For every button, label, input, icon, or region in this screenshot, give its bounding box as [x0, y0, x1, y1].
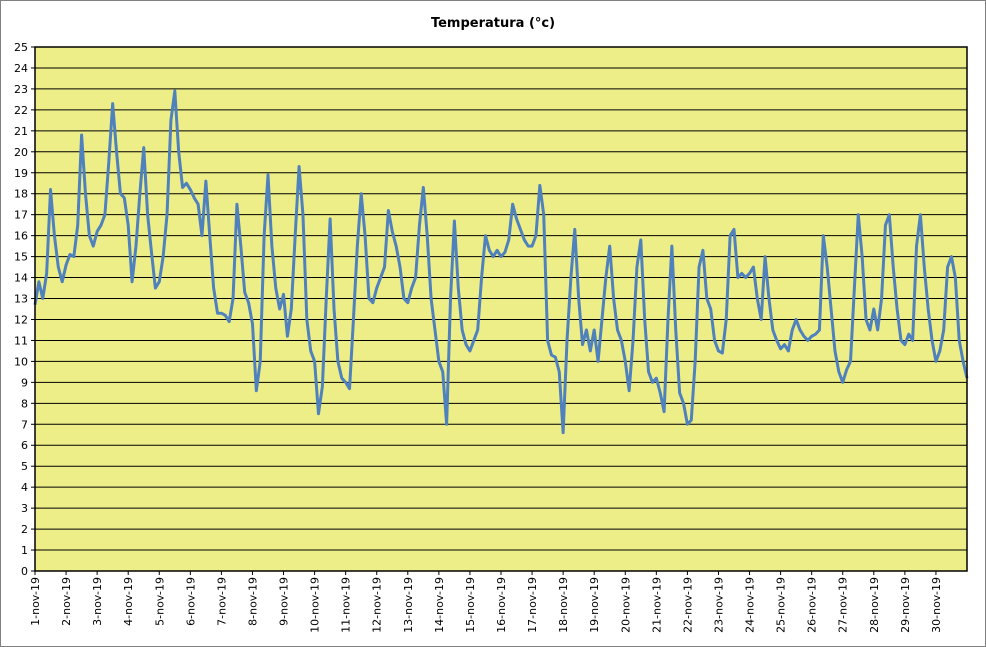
x-tick-label: 19-nov-19	[588, 577, 601, 633]
plot-area	[35, 47, 967, 571]
y-tick-label: 12	[14, 313, 28, 326]
x-tick-label: 11-nov-19	[340, 577, 353, 633]
plot-border	[34, 46, 968, 572]
y-tick-label: 7	[21, 418, 28, 431]
x-tick-label: 24-nov-19	[744, 577, 757, 633]
x-tick-label: 3-nov-19	[91, 577, 104, 626]
grid-lines	[35, 46, 967, 572]
x-tick-label: 25-nov-19	[775, 577, 788, 633]
x-axis-ticks: 1-nov-19 2-nov-19 3-nov-19 4-nov-19 5-nov-19…	[29, 571, 943, 633]
x-tick-label: 27-nov-19	[837, 577, 850, 633]
x-tick-label: 21-nov-19	[650, 577, 663, 633]
x-tick-label: 18-nov-19	[557, 577, 570, 633]
y-tick-label: 13	[14, 293, 28, 306]
x-tick-label: 23-nov-19	[712, 577, 725, 633]
x-tick-label: 26-nov-19	[806, 577, 819, 633]
y-tick-label: 25	[14, 41, 28, 54]
x-tick-label: 29-nov-19	[899, 577, 912, 633]
y-tick-label: 1	[21, 544, 28, 557]
chart-title: Temperatura (°c)	[430, 16, 556, 31]
y-tick-label: 3	[21, 502, 28, 515]
x-tick-label: 7-nov-19	[215, 577, 228, 626]
y-tick-label: 10	[14, 355, 28, 368]
y-axis-ticks: 0123456789101112131415161718192021222324…	[14, 41, 35, 578]
y-tick-label: 20	[14, 146, 28, 159]
y-tick-label: 19	[14, 167, 28, 180]
x-tick-label: 6-nov-19	[184, 577, 197, 626]
x-tick-label: 9-nov-19	[278, 577, 291, 626]
x-tick-label: 4-nov-19	[122, 577, 135, 626]
y-tick-label: 2	[21, 523, 28, 536]
y-tick-label: 16	[14, 230, 28, 243]
x-tick-label: 20-nov-19	[619, 577, 632, 633]
x-tick-label: 15-nov-19	[464, 577, 477, 633]
y-tick-label: 14	[14, 272, 28, 285]
x-tick-label: 8-nov-19	[246, 577, 259, 626]
y-tick-label: 22	[14, 104, 28, 117]
x-tick-label: 16-nov-19	[495, 577, 508, 633]
y-tick-label: 18	[14, 188, 28, 201]
y-tick-label: 8	[21, 397, 28, 410]
y-tick-label: 17	[14, 209, 28, 222]
y-tick-label: 23	[14, 83, 28, 96]
y-tick-label: 21	[14, 125, 28, 138]
y-tick-label: 24	[14, 62, 28, 75]
x-tick-label: 17-nov-19	[526, 577, 539, 633]
y-tick-label: 15	[14, 251, 28, 264]
y-tick-label: 5	[21, 460, 28, 473]
x-tick-label: 10-nov-19	[309, 577, 322, 633]
x-tick-label: 28-nov-19	[868, 577, 881, 633]
y-tick-label: 0	[21, 565, 28, 578]
x-tick-label: 5-nov-19	[153, 577, 166, 626]
x-tick-label: 13-nov-19	[402, 577, 415, 633]
x-tick-label: 30-nov-19	[930, 577, 943, 633]
x-tick-label: 2-nov-19	[60, 577, 73, 626]
x-tick-label: 22-nov-19	[681, 577, 694, 633]
y-tick-label: 9	[21, 376, 28, 389]
series-line-temperatura	[33, 89, 969, 435]
x-tick-label: 12-nov-19	[371, 577, 384, 633]
y-tick-label: 4	[21, 481, 28, 494]
x-tick-label: 1-nov-19	[29, 577, 42, 626]
y-tick-label: 11	[14, 334, 28, 347]
y-tick-label: 6	[21, 439, 28, 452]
x-tick-label: 14-nov-19	[433, 577, 446, 633]
